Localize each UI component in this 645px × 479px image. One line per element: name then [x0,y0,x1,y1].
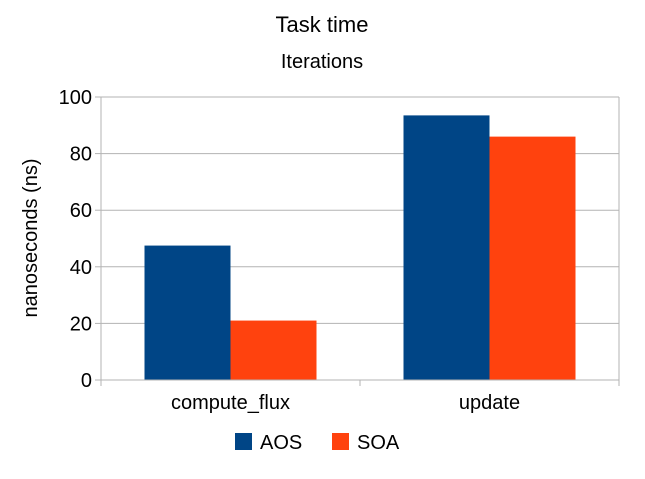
bars [144,115,576,381]
y-tick-label-2: 40 [70,257,92,279]
legend-label-aos: AOS [260,432,302,454]
chart-subtitle: Iterations [281,51,363,73]
x-tick-label-0: compute_flux [171,392,290,414]
y-tick-label-3: 60 [70,200,92,222]
legend-swatch-aos [235,433,252,450]
bar-soa-compute-flux [230,320,317,380]
legend: AOS SOA [235,432,400,454]
y-tick-label-1: 20 [70,313,92,335]
axes: 0 20 40 60 80 100 compute_flux update [59,87,620,414]
y-tick-label-4: 80 [70,144,92,166]
y-axis-label: nanoseconds (ns) [20,159,42,318]
bar-soa-update [489,136,576,380]
bar-aos-compute-flux [144,245,231,380]
legend-label-soa: SOA [357,432,400,454]
x-tick-label-1: update [459,392,520,414]
chart-title: Task time [276,12,369,37]
legend-swatch-soa [332,433,349,450]
bar-aos-update [403,115,490,381]
y-tick-label-0: 0 [81,370,92,392]
y-tick-label-5: 100 [59,87,92,109]
